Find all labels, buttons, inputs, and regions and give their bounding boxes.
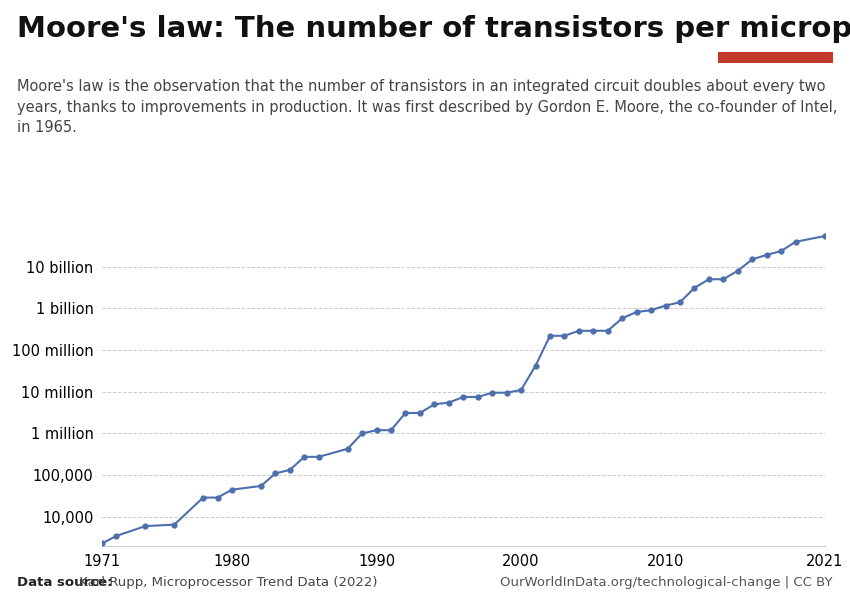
Text: Karl Rupp, Microprocessor Trend Data (2022): Karl Rupp, Microprocessor Trend Data (20… xyxy=(75,576,377,589)
Text: Moore's law: The number of transistors per microprocessor: Moore's law: The number of transistors p… xyxy=(17,15,850,43)
Text: OurWorldInData.org/technological-change | CC BY: OurWorldInData.org/technological-change … xyxy=(501,576,833,589)
Text: Moore's law is the observation that the number of transistors in an integrated c: Moore's law is the observation that the … xyxy=(17,79,837,135)
Text: in Data: in Data xyxy=(753,33,798,43)
Text: Our World: Our World xyxy=(744,18,808,28)
Text: Data source:: Data source: xyxy=(17,576,112,589)
Bar xyxy=(718,52,833,63)
